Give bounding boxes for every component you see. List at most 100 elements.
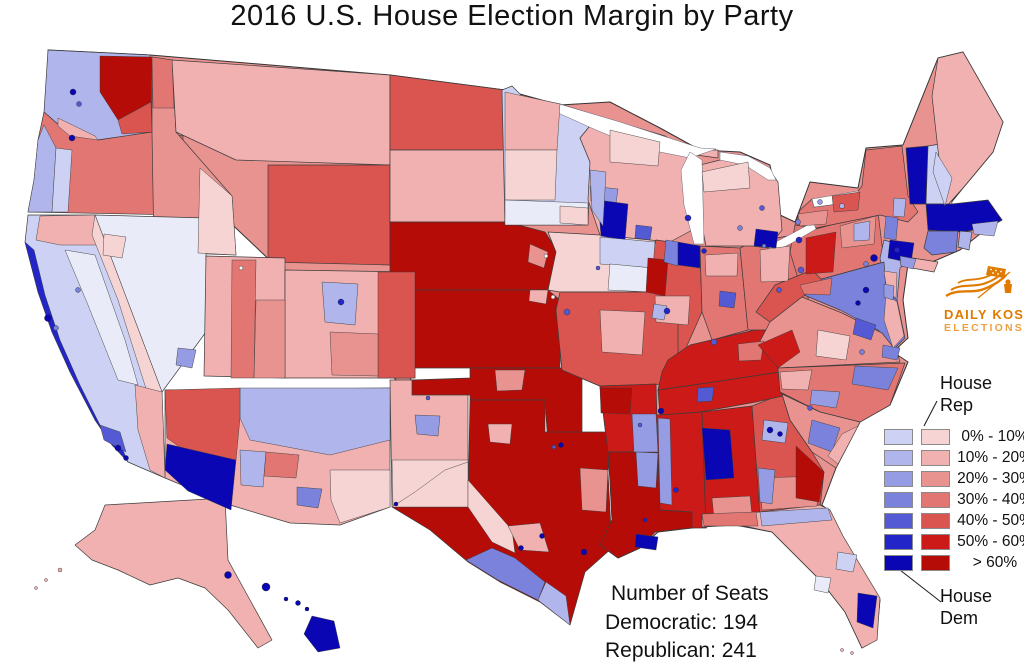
district-mn-nw: [504, 91, 561, 151]
legend-row: > 60%: [884, 552, 1024, 573]
district-ia-ne: [599, 236, 656, 269]
district-mo-stl-ring: [651, 303, 668, 321]
flag-star: [990, 268, 992, 271]
district-il-chicago-ring: [663, 239, 679, 267]
district-la-nola: [634, 533, 659, 551]
district-nc-west: [779, 369, 813, 391]
legend-row: 20% - 30%: [884, 468, 1024, 489]
dot-baton-rouge: [642, 517, 648, 523]
district-ar-nw: [599, 387, 633, 415]
legend-range-label: 40% - 50%: [957, 511, 1024, 529]
district-md-west: [799, 277, 833, 296]
legend-range-label: 0% - 10%: [961, 427, 1024, 445]
district-nv-vegas: [175, 347, 197, 369]
district-mi-detroit: [753, 228, 779, 249]
district-ks-ne: [528, 289, 549, 305]
district-delaware: [883, 283, 895, 301]
logo-name: DAILY KOS: [944, 307, 1024, 322]
district-pa-center: [805, 231, 837, 275]
minuteman-body: [1004, 284, 1012, 293]
logo-sub: ELECTIONS: [944, 322, 1024, 334]
district-co-south: [329, 331, 379, 377]
dot-sacramento: [75, 287, 81, 293]
dot-portland: [68, 134, 76, 142]
dot-rochester: [817, 199, 823, 205]
district-wa-sw: [57, 117, 99, 141]
dot-buffalo: [795, 219, 801, 225]
dot-el-paso: [393, 501, 399, 507]
legend-dem-label-line1: House: [940, 586, 993, 606]
district-wi-madison: [634, 224, 653, 241]
district-in-indy: [718, 290, 737, 309]
dot-pittsburgh: [797, 266, 805, 274]
district-ut-stripe: [230, 259, 257, 379]
district-mo-central: [599, 309, 646, 356]
district-nv-reno: [102, 233, 127, 259]
legend-row: 10% - 20%: [884, 447, 1024, 468]
legend-swatch-rep-5: [921, 512, 950, 529]
dot-santa-fe: [425, 395, 431, 401]
district-mi-north: [701, 161, 751, 193]
district-ne-omaha: [527, 243, 549, 269]
district-li-west: [899, 255, 917, 270]
district-tx-border: [465, 547, 546, 601]
district-az-tucson: [296, 486, 323, 509]
hawaii-big-island: [303, 615, 341, 653]
dot-des-moines: [595, 265, 601, 271]
dot-kc-ks: [550, 294, 556, 300]
district-ca-inland-south: [134, 384, 166, 479]
legend-swatch-rep-1: [921, 428, 950, 445]
dot-atlanta-2: [777, 431, 783, 437]
legend-row: 50% - 60%: [884, 531, 1024, 552]
legend-swatch-rep-7: [921, 554, 950, 571]
district-wa-east: [117, 101, 153, 135]
legend-row: 0% - 10%: [884, 426, 1024, 447]
island-keys-1: [840, 648, 844, 652]
district-ca-coast: [24, 241, 129, 463]
legend-swatch-rep-3: [921, 470, 950, 487]
district-tn-nashville: [696, 386, 715, 403]
legend-swatch-dem-1: [884, 428, 913, 445]
district-va-nova: [852, 317, 877, 341]
district-il-chicago: [677, 241, 701, 269]
district-az-3: [164, 443, 237, 511]
legend-rows: 0% - 10% 10% - 20% 20% - 30% 30% - 40% 4…: [884, 426, 1024, 573]
state-south-dakota: [389, 149, 508, 223]
district-ky-lexington: [737, 340, 765, 362]
map-legend: House Rep 0% - 10% 10% - 20% 20% - 30% 3…: [884, 372, 1024, 629]
legend-swatch-rep-2: [921, 449, 950, 466]
legend-swatch-dem-4: [884, 491, 913, 508]
island-aleutian-3: [34, 586, 38, 590]
state-montana: [171, 59, 391, 166]
dot-flint: [759, 205, 765, 211]
dot-gary: [701, 248, 707, 254]
district-tx-23-west: [391, 461, 469, 508]
dot-tacoma: [76, 101, 82, 107]
island-aleutian-2: [44, 578, 48, 582]
dot-lansing: [737, 225, 743, 231]
dot-denver: [337, 298, 345, 306]
dot-stl: [663, 307, 671, 315]
district-ms-delta: [657, 417, 673, 506]
district-ga-east: [795, 445, 825, 503]
district-sc-coast: [827, 425, 859, 465]
state-alaska: [74, 497, 273, 649]
dot-memphis: [657, 407, 665, 415]
island-lanai: [304, 606, 310, 612]
island-maui: [295, 600, 301, 606]
district-mn-west: [504, 149, 558, 201]
district-ma-cape: [971, 220, 999, 237]
district-tx-east: [579, 467, 609, 513]
district-id-east: [197, 167, 237, 256]
dot-sf: [44, 314, 52, 322]
district-ca-north: [35, 214, 101, 246]
district-in-north: [704, 252, 739, 277]
legend-dem-label-line2: Dem: [940, 608, 979, 628]
island-oahu: [261, 582, 271, 592]
district-ar-delta: [631, 413, 659, 453]
flag-pole: [977, 271, 1011, 299]
state-rhode-island: [957, 230, 973, 251]
dot-dallas: [558, 442, 564, 448]
dot-charlotte: [807, 405, 813, 411]
state-north-dakota: [389, 74, 506, 151]
